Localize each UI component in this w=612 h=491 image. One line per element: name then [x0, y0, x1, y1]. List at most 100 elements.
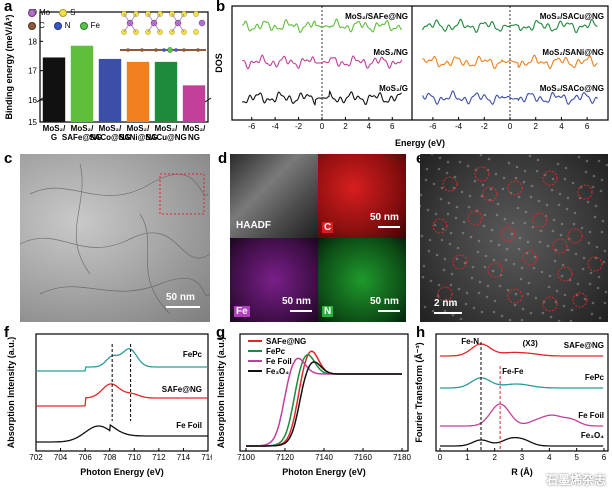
h-series-label: Fe₃O₄ [581, 431, 604, 440]
atom-texture-dot [421, 275, 425, 279]
mo-label: Mo [39, 8, 51, 17]
atom-texture-dot [602, 260, 606, 264]
atom-texture-dot [569, 319, 573, 322]
zoom-region-box [159, 173, 205, 215]
atom-texture-dot [605, 163, 608, 167]
atom-texture-dot [420, 193, 423, 197]
atom-texture-dot [565, 207, 569, 211]
atom-texture-dot [553, 259, 557, 263]
g-xtick-label: 7100 [237, 453, 255, 462]
scale-bar-d2 [290, 310, 312, 312]
atom-texture-dot [451, 313, 455, 317]
atom-texture-dot [468, 194, 472, 198]
carbon-map: 50 nm C [318, 154, 406, 238]
atom-texture-dot [476, 250, 480, 254]
f-series-label: SAFe@NG [162, 385, 202, 394]
single-atom-marker [452, 254, 468, 270]
scale-bar-d1 [378, 226, 400, 228]
atom-texture-dot [462, 220, 466, 224]
f-xtick-label: 712 [152, 453, 166, 462]
atom-texture-dot [510, 232, 514, 236]
atom-texture-dot [546, 244, 550, 248]
g-xtick-label: 7140 [315, 453, 333, 462]
atom-texture-dot [481, 183, 485, 187]
n-atom-icon [53, 21, 62, 30]
atom-texture-dot [591, 185, 595, 189]
atom-texture-dot [604, 290, 608, 294]
atom-texture-dot [457, 287, 461, 291]
atom-texture-dot [492, 310, 496, 314]
dos-series-line [242, 89, 402, 107]
atom-texture-dot [460, 190, 464, 194]
atom-texture-dot [596, 286, 600, 290]
a-bar [182, 85, 206, 122]
h-series-label: FePc [585, 373, 605, 382]
atom-texture-dot [566, 248, 570, 252]
b0-xtick-label: 6 [390, 122, 395, 131]
atom-texture-dot [498, 284, 502, 288]
panel-f: f 702 704 706 708 710 712 714 716 Photon Energy … [0, 324, 212, 491]
atom-texture-dot [550, 188, 554, 192]
atom-texture-dot [588, 282, 592, 286]
atom-texture-dot [570, 308, 574, 312]
atom-texture-dot [603, 249, 607, 253]
b-ylabel: DOS [214, 53, 224, 73]
atom-texture-dot [530, 184, 534, 188]
a-category-label: MoS₂/ [155, 124, 178, 133]
atom-texture-dot [573, 211, 577, 215]
a-ytick-label: 15 [28, 118, 37, 127]
atom-texture-dot [590, 312, 594, 316]
atom-texture-dot [472, 306, 476, 310]
atom-texture-dot [520, 266, 524, 270]
atom-texture-dot [514, 176, 518, 180]
atom-texture-dot [442, 268, 446, 272]
atom-texture-dot [537, 199, 541, 203]
atom-texture-dot [597, 159, 601, 163]
atom-texture-dot [561, 263, 565, 267]
b1-xtick-label: -2 [481, 122, 489, 131]
atom-texture-dot [515, 165, 519, 169]
atom-texture-dot [495, 213, 499, 217]
atom-texture-dot [447, 201, 451, 205]
atom-texture-dot [448, 242, 452, 246]
atom-texture-dot [440, 186, 444, 190]
mo-atom-icon [28, 8, 36, 17]
atom-texture-dot [542, 300, 546, 304]
atom-texture-dot [477, 239, 481, 243]
atom-texture-dot [587, 241, 591, 245]
atom-texture-dot [531, 225, 535, 229]
single-atom-marker [557, 266, 573, 282]
haadf-label: HAADF [236, 220, 271, 231]
g-legend-label: Fe Foil [266, 357, 292, 366]
atom-texture-dot [582, 256, 586, 260]
atom-texture-dot [529, 311, 533, 315]
atom-texture-dot [445, 171, 449, 175]
a-category-label: SANi@NG [119, 133, 158, 142]
atom-texture-dot [589, 271, 593, 275]
scale-bar-c [166, 306, 200, 308]
f-series-line [36, 348, 208, 372]
h-series-label: SAFe@NG [564, 341, 604, 350]
atom-texture-dot [536, 158, 540, 162]
atom-texture-dot [583, 297, 587, 301]
fe-n-annotation: Fe-N [461, 337, 479, 346]
b0-xtick-label: -6 [248, 122, 256, 131]
f-xlabel: Photon Energy (eV) [80, 467, 164, 477]
atom-texture-dot [523, 221, 527, 225]
atom-texture-dot [443, 257, 447, 261]
atom-texture-dot [568, 278, 572, 282]
dos-series-line [242, 54, 403, 70]
iron-map: 50 nm Fe [230, 238, 318, 322]
s-label: S [70, 8, 76, 17]
atom-texture-dot [420, 234, 424, 238]
x3-annotation: (X3) [523, 339, 538, 348]
panel-c: c 50 nm [0, 148, 212, 326]
a-bar [42, 57, 66, 122]
atom-texture-dot [439, 197, 443, 201]
atom-texture-dot [584, 170, 588, 174]
single-atom-marker [474, 166, 490, 182]
atom-texture-dot [489, 239, 493, 243]
atom-texture-dot [576, 282, 580, 286]
dos-plot-frame [231, 5, 609, 121]
atom-texture-dot [424, 178, 428, 182]
